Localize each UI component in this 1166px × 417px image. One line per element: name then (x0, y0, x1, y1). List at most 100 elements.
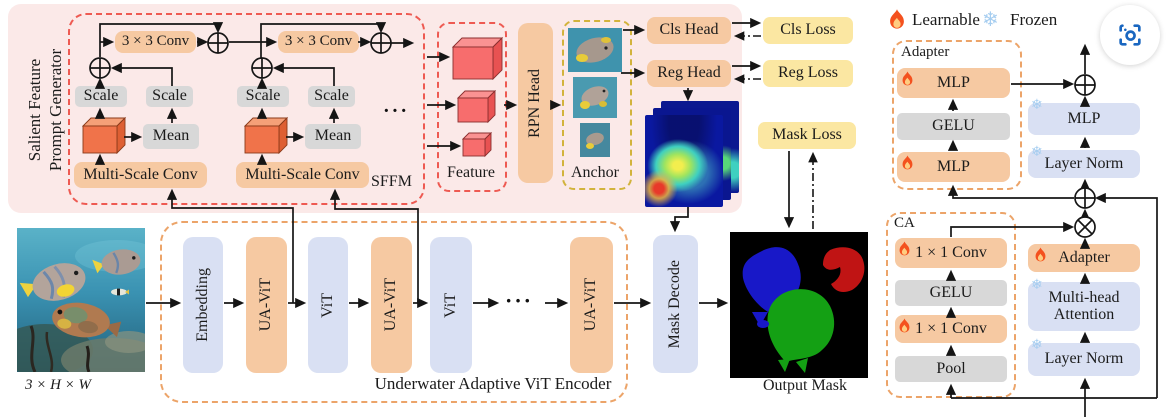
fish-1 (19, 263, 86, 301)
encoder-block-uavit-2: UA-ViT (371, 237, 412, 373)
flame-icon (888, 8, 906, 30)
ca-gelu: GELU (895, 280, 1007, 306)
encoder-block-label: UA-ViT (257, 278, 275, 332)
flame-icon (1034, 247, 1047, 262)
sffm2-feature-cube (243, 116, 288, 155)
encoder-block-uavit-1: UA-ViT (246, 237, 287, 373)
sffm2-conv3x3: 3 × 3 Conv (278, 31, 359, 53)
cls-loss: Cls Loss (763, 17, 853, 44)
flame-icon (898, 241, 911, 256)
sffm1-conv3x3: 3 × 3 Conv (115, 31, 196, 53)
heatmap-layer-front (645, 115, 723, 207)
encoder-block-label: ViT (318, 292, 336, 318)
vit-adapter: Adapter (1028, 244, 1140, 272)
vit-mlp: ❄ MLP (1028, 98, 1140, 135)
reg-head: Reg Head (647, 60, 731, 87)
feature-cube-medium (456, 90, 497, 124)
vit-mha: ❄ Multi-head Attention (1028, 278, 1140, 331)
input-caption: 3 × H × W (24, 377, 92, 393)
fish-small (111, 288, 129, 296)
encoder-block-uavit-3: UA-ViT (570, 237, 613, 373)
fish-3 (52, 302, 122, 338)
prompt-generator-title: Salient Feature Prompt Generator (24, 12, 68, 208)
anchor-thumbnail-2 (573, 77, 617, 118)
rpn-head-block: RPN Head (518, 23, 553, 183)
sffm-dots: ··· (383, 100, 410, 122)
sffm1-scale-right: Scale (146, 86, 193, 107)
input-image (17, 228, 145, 372)
multiply-operator (1074, 216, 1096, 238)
adapter-mlp-bottom-label: MLP (937, 157, 970, 175)
adapter-mlp-bottom: MLP (897, 152, 1010, 182)
anchor-thumbnail-1 (568, 28, 622, 72)
adapter-mlp-top-label: MLP (937, 73, 970, 91)
mask-decode-block: Mask Decode (653, 235, 698, 373)
ca-conv-top: 1 × 1 Conv (895, 238, 1007, 268)
encoder-block-label: ViT (441, 292, 459, 318)
screen-capture-button[interactable] (1100, 5, 1160, 65)
encoder-block-vit-1: ViT (308, 237, 348, 373)
ca-conv-bottom-label: 1 × 1 Conv (915, 319, 987, 337)
fish-2 (92, 249, 141, 275)
sffm-label: SFFM (371, 173, 412, 190)
cls-head: Cls Head (647, 17, 731, 44)
vit-adapter-label: Adapter (1058, 248, 1110, 266)
anchor-thumbnail-3 (580, 123, 610, 157)
feature-label: Feature (447, 164, 495, 181)
vit-layer-norm-bottom: ❄ Layer Norm (1028, 338, 1140, 376)
snowflake-icon: ❄ (1031, 97, 1043, 113)
sffm2-scale-left: Scale (237, 86, 289, 107)
sffm2-scale-right: Scale (308, 86, 355, 107)
adapter-gelu: GELU (897, 113, 1010, 140)
mask-decode-label: Mask Decode (666, 259, 684, 349)
encoder-block-label: UA-ViT (382, 278, 400, 332)
ca-title: CA (894, 215, 915, 231)
encoder-block-label: UA-ViT (582, 278, 600, 332)
encoder-block-label: Embedding (193, 268, 211, 342)
ca-conv-bottom: 1 × 1 Conv (895, 315, 1007, 343)
flame-icon (898, 318, 911, 333)
snowflake-icon: ❄ (1031, 277, 1043, 293)
encoder-caption: Underwater Adaptive ViT Encoder (374, 374, 612, 393)
vit-layer-norm-top: ❄ Layer Norm (1028, 145, 1140, 178)
flame-icon (901, 71, 914, 86)
vit-mha-line2: Attention (1053, 305, 1115, 323)
encoder-block-embedding: Embedding (183, 237, 223, 373)
encoder-block-vit-2: ViT (430, 237, 472, 373)
feature-cube-small (461, 132, 493, 158)
legend-learnable-label: Learnable (912, 10, 980, 29)
output-mask-caption: Output Mask (763, 377, 847, 394)
sffm2-multiscale-conv: Multi-Scale Conv (236, 162, 369, 188)
mask-loss: Mask Loss (758, 122, 856, 149)
anchor-label: Anchor (571, 164, 619, 181)
vit-layer-norm-top-label: Layer Norm (1044, 154, 1124, 172)
flame-icon (901, 155, 914, 170)
anchor-box (562, 20, 632, 190)
capture-icon (1119, 24, 1141, 46)
ca-conv-top-label: 1 × 1 Conv (915, 243, 987, 261)
title-line1: Salient Feature (25, 58, 44, 162)
sffm1-mean: Mean (143, 124, 199, 149)
sffm1-multiscale-conv: Multi-Scale Conv (74, 162, 207, 188)
encoder-dots: ··· (505, 288, 534, 313)
snowflake-icon: ❄ (982, 7, 999, 31)
adapter-mlp-top: MLP (897, 68, 1010, 98)
sffm2-mean: Mean (305, 124, 361, 149)
snowflake-icon: ❄ (1031, 337, 1043, 353)
vit-mlp-label: MLP (1067, 109, 1101, 127)
reg-loss: Reg Loss (763, 60, 853, 87)
vit-layer-norm-bottom-label: Layer Norm (1044, 350, 1124, 368)
feature-box (437, 22, 507, 192)
output-mask-image (730, 232, 868, 378)
sffm1-scale-left: Scale (75, 86, 127, 107)
adapter-detail-title: Adapter (901, 44, 950, 60)
ca-pool: Pool (895, 356, 1007, 382)
snowflake-icon: ❄ (1031, 144, 1043, 160)
legend-frozen-label: Frozen (1010, 10, 1058, 29)
title-line2: Prompt Generator (46, 48, 65, 172)
vit-mha-line1: Multi-head (1048, 288, 1120, 306)
sffm1-feature-cube (81, 116, 126, 155)
feature-cube-large (451, 36, 504, 81)
rpn-head-label: RPN Head (526, 68, 544, 138)
